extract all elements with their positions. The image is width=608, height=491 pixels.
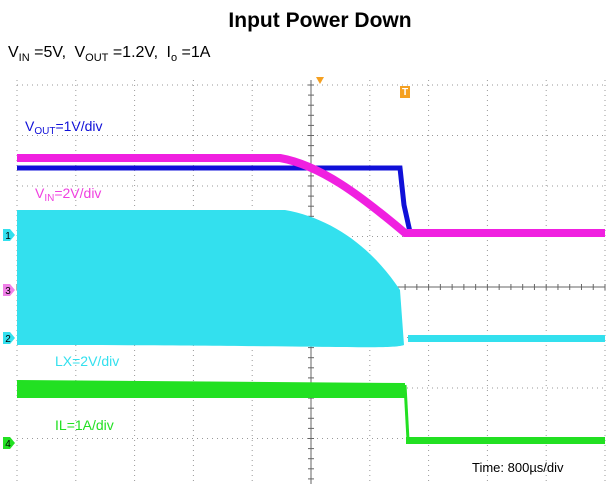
channel-label: 4: [5, 439, 11, 450]
cond-text: =5V,: [30, 44, 66, 61]
label-text: =2V/div: [54, 185, 101, 201]
label-text: =1A/div: [67, 417, 114, 433]
cond-sub: o: [171, 52, 177, 64]
il-drop: [403, 384, 410, 441]
trigger-marker: [400, 86, 410, 98]
cond-symbol: I: [167, 44, 171, 61]
trigger-label: T: [402, 87, 408, 98]
cond-text: =1A: [177, 44, 211, 61]
cond-symbol: V: [8, 44, 19, 61]
lx-trace: [17, 210, 404, 348]
label-symbol: LX: [55, 353, 73, 369]
channel-marker: [3, 229, 15, 241]
il-trace-after: [406, 437, 605, 444]
vout-label: VOUT=1V/div: [25, 118, 103, 137]
channel-marker: [3, 284, 15, 296]
channel-markers: 1 3 2 4: [3, 229, 15, 450]
label-symbol: V: [25, 118, 35, 134]
trigger-position: [316, 77, 324, 84]
conditions: VIN =5V, VOUT =1.2V, Io =1A: [8, 44, 211, 64]
channel-label: 3: [5, 286, 11, 297]
label-text: =2V/div: [72, 353, 119, 369]
cond-text: =1.2V,: [108, 44, 158, 61]
label-sub: IN: [44, 193, 54, 204]
il-label: IL=1A/div: [55, 417, 114, 433]
label-symbol: IL: [55, 417, 67, 433]
timebase: Time: 800µs/div: [472, 460, 564, 475]
vin-label: VIN=2V/div: [35, 185, 101, 204]
lx-label: LX=2V/div: [55, 353, 119, 369]
label-sub: OUT: [34, 126, 55, 137]
il-trace: [17, 380, 405, 398]
label-symbol: V: [35, 185, 45, 201]
label-text: =1V/div: [55, 118, 102, 134]
lx-trace-after: [408, 335, 605, 342]
channel-marker: [3, 332, 15, 344]
channel-marker: [3, 437, 15, 449]
cond-sub: OUT: [85, 52, 109, 64]
vin-trace: [17, 154, 605, 237]
cond-sub: IN: [19, 52, 30, 64]
title: Input Power Down: [228, 9, 411, 32]
cond-symbol: V: [74, 44, 85, 61]
channel-label: 1: [5, 231, 11, 242]
channel-label: 2: [5, 334, 11, 345]
